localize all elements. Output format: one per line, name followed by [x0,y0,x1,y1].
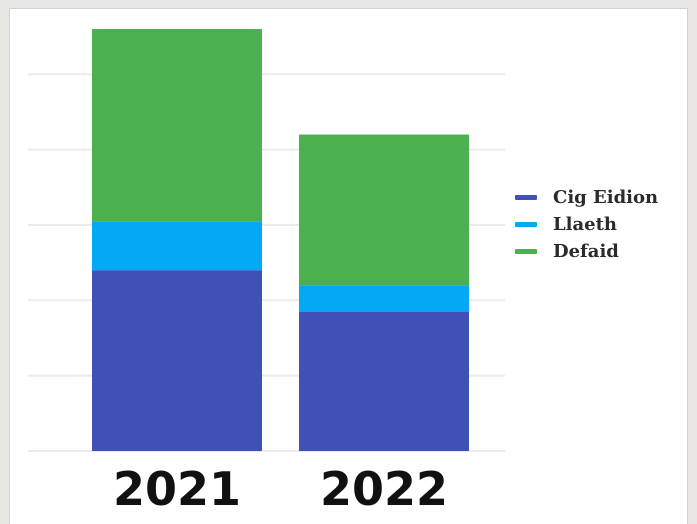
bar-2021-cig-eidion [92,270,262,451]
bar-2022-llaeth [299,285,469,312]
bar-2021-llaeth [92,221,262,271]
legend-label-cig-eidion: Cig Eidion [553,187,658,208]
x-tick-label-2022: 2022 [320,462,448,516]
bar-2022-cig-eidion [299,311,469,451]
legend-swatch-llaeth [515,222,537,227]
legend-swatch-cig-eidion [515,195,537,200]
bar-2022-defaid [299,134,469,286]
x-tick-label-2021: 2021 [113,462,241,516]
legend-label-llaeth: Llaeth [553,214,617,235]
legend-swatch-defaid [515,249,537,254]
legend-label-defaid: Defaid [553,241,619,262]
bar-2021-defaid [92,29,262,222]
